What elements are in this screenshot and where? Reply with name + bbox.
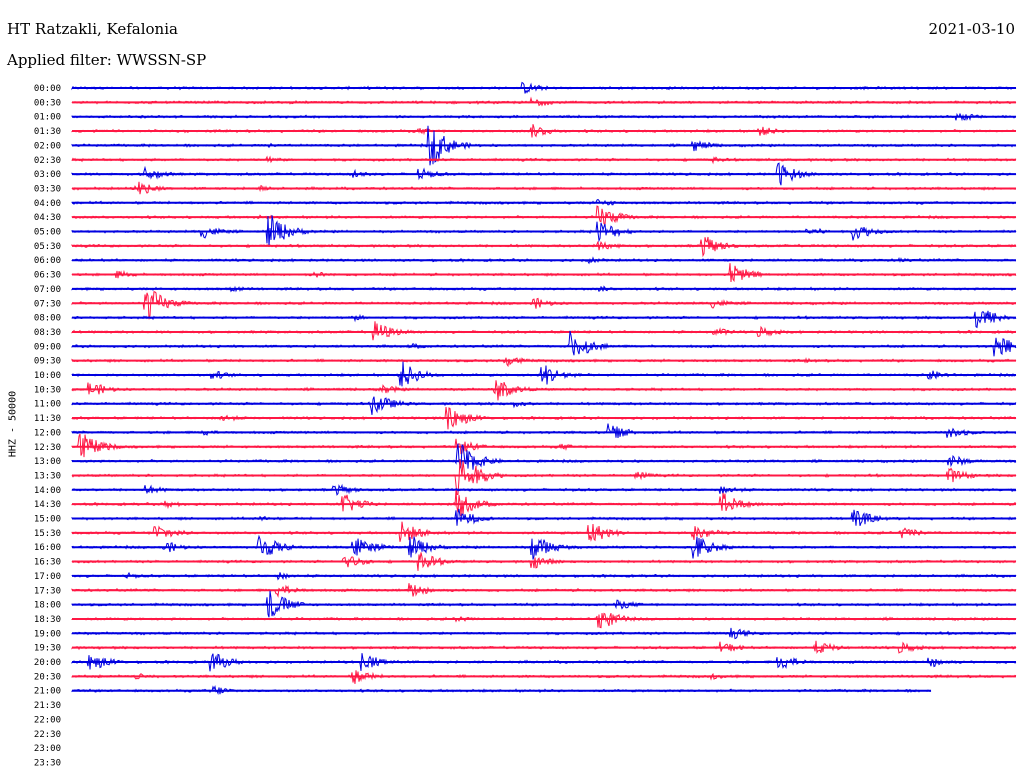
trace-row xyxy=(71,321,1017,341)
trace-row xyxy=(71,357,1017,368)
trace-row xyxy=(71,330,1017,357)
trace-row xyxy=(71,205,1017,226)
filter-label: Applied filter: WWSSN-SP xyxy=(7,51,207,69)
tick-label: 18:30 xyxy=(34,615,61,625)
tick-label: 21:00 xyxy=(34,687,61,697)
tick-label: 18:00 xyxy=(34,601,61,611)
tick-label: 23:30 xyxy=(34,758,61,768)
trace-row xyxy=(71,310,1017,329)
tick-label: 01:30 xyxy=(34,127,61,137)
tick-label: 00:00 xyxy=(34,84,61,94)
tick-label: 00:30 xyxy=(34,98,61,108)
tick-label: 14:00 xyxy=(34,486,61,496)
seismic-traces xyxy=(71,81,1017,696)
tick-label: 19:00 xyxy=(34,629,61,639)
trace-row xyxy=(71,433,1017,458)
tick-label: 21:30 xyxy=(34,701,61,711)
trace-row xyxy=(71,396,1017,415)
tick-label: 02:00 xyxy=(34,141,61,151)
tick-label: 20:30 xyxy=(34,672,61,682)
tick-label: 20:00 xyxy=(34,658,61,668)
tick-label: 08:30 xyxy=(34,328,61,338)
tick-label: 19:30 xyxy=(34,644,61,654)
tick-label: 15:00 xyxy=(34,515,61,525)
tick-label: 11:30 xyxy=(34,414,61,424)
tick-label: 04:00 xyxy=(34,199,61,209)
trace-row xyxy=(71,423,1017,439)
tick-label: 12:00 xyxy=(34,428,61,438)
tick-label: 07:00 xyxy=(34,285,61,295)
tick-label: 14:30 xyxy=(34,500,61,510)
tick-label: 13:00 xyxy=(34,457,61,467)
tick-label: 04:30 xyxy=(34,213,61,223)
trace-row xyxy=(71,508,1017,526)
trace-row xyxy=(71,291,1017,320)
tick-label: 10:30 xyxy=(34,385,61,395)
tick-label: 10:00 xyxy=(34,371,61,381)
tick-label: 13:30 xyxy=(34,471,61,481)
trace-row xyxy=(71,263,1017,283)
station-title: HT Ratzakli, Kefalonia xyxy=(7,20,178,38)
tick-label: 03:30 xyxy=(34,184,61,194)
tick-label: 01:00 xyxy=(34,113,61,123)
tick-label: 09:30 xyxy=(34,357,61,367)
tick-label: 22:30 xyxy=(34,730,61,740)
trace-row xyxy=(71,612,1017,629)
tick-label: 16:30 xyxy=(34,558,61,568)
tick-label: 06:30 xyxy=(34,271,61,281)
tick-label: 15:30 xyxy=(34,529,61,539)
tick-label: 07:30 xyxy=(34,299,61,309)
trace-row xyxy=(71,521,1017,542)
tick-label: 02:30 xyxy=(34,156,61,166)
tick-label: 16:00 xyxy=(34,543,61,553)
tick-label: 17:30 xyxy=(34,586,61,596)
tick-label: 17:00 xyxy=(34,572,61,582)
tick-label: 05:00 xyxy=(34,228,61,238)
y-axis-label: HHZ - 50000 xyxy=(7,390,19,458)
tick-label: 09:00 xyxy=(34,342,61,352)
tick-label: 03:00 xyxy=(34,170,61,180)
tick-label: 06:00 xyxy=(34,256,61,266)
time-tick-labels: 00:00 00:30 01:00 01:30 02:00 02:30 03:00 03:30… xyxy=(34,84,61,768)
tick-label: 11:00 xyxy=(34,400,61,410)
tick-label: 23:00 xyxy=(34,744,61,754)
tick-label: 08:00 xyxy=(34,314,61,324)
tick-label: 05:30 xyxy=(34,242,61,252)
tick-label: 12:30 xyxy=(34,443,61,453)
date-label: 2021-03-10 xyxy=(928,20,1015,38)
tick-label: 22:00 xyxy=(34,715,61,725)
